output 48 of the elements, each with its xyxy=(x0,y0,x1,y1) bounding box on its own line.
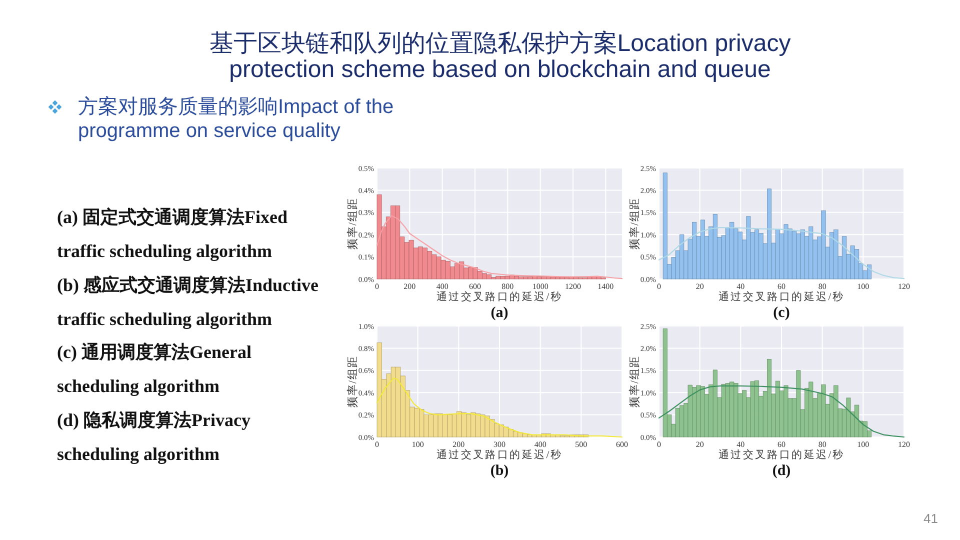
text: (a) 固定式交通调度算法Fixed traffic scheduling algorithm xyxy=(57,206,288,263)
text: (b) xyxy=(490,463,509,479)
x-tick-label: 1400 xyxy=(598,282,614,291)
x-tick-label: 40 xyxy=(736,440,745,449)
text: (a) xyxy=(490,305,508,321)
text: 41 xyxy=(922,511,938,526)
x-tick-label: 20 xyxy=(696,282,704,291)
y-axis-title: 频率/组距 xyxy=(628,355,641,408)
x-tick-label: 80 xyxy=(818,282,826,291)
text: 基于区块链和队列的位置隐私保护方案Location privacy protection scheme based on blockchain and queue xyxy=(208,30,792,83)
x-tick-label: 60 xyxy=(778,282,786,291)
x-tick-label: 600 xyxy=(616,440,628,449)
x-tick-label: 1000 xyxy=(532,282,548,291)
x-axis-title: 通过交叉路口的延迟/秒 xyxy=(436,290,563,303)
x-tick-label: 800 xyxy=(502,282,514,291)
y-axis-title: 频率/组距 xyxy=(346,355,359,408)
x-tick-label: 400 xyxy=(436,282,448,291)
x-tick-label: 500 xyxy=(575,440,588,449)
text: 方案对服务质量的影响Impact of the programme on service quality xyxy=(78,95,395,143)
x-tick-label: 200 xyxy=(404,282,416,291)
x-tick-label: 1200 xyxy=(565,282,581,291)
x-tick-label: 0 xyxy=(375,282,379,291)
text: (b) 感应式交通调度算法Inductive traffic scheduling algorithm xyxy=(57,274,320,331)
x-axis-title: 通过交叉路口的延迟/秒 xyxy=(718,448,845,461)
x-tick-label: 100 xyxy=(412,440,424,449)
x-tick-label: 600 xyxy=(469,282,481,291)
y-axis-title: 频率/组距 xyxy=(346,197,359,250)
x-tick-label: 100 xyxy=(857,440,870,449)
text: (c) xyxy=(773,305,790,321)
text: (c) 通用调度算法General scheduling algorithm xyxy=(57,341,252,398)
x-tick-label: 0 xyxy=(657,282,661,291)
x-tick-label: 400 xyxy=(534,440,546,449)
x-tick-label: 120 xyxy=(898,282,910,291)
x-tick-label: 120 xyxy=(898,440,910,449)
x-tick-label: 200 xyxy=(452,440,465,449)
x-tick-label: 100 xyxy=(857,282,870,291)
x-tick-label: 20 xyxy=(696,440,704,449)
x-tick-label: 60 xyxy=(778,440,786,449)
x-axis-title: 通过交叉路口的延迟/秒 xyxy=(436,448,563,461)
x-axis-title: 通过交叉路口的延迟/秒 xyxy=(718,290,845,303)
x-tick-label: 40 xyxy=(736,282,745,291)
text: (d) 隐私调度算法Privacy scheduling algorithm xyxy=(57,408,252,466)
x-tick-label: 0 xyxy=(657,440,661,449)
y-axis-title: 频率/组距 xyxy=(628,197,641,250)
x-tick-label: 0 xyxy=(375,440,379,449)
x-tick-label: 80 xyxy=(818,440,826,449)
text: (d) xyxy=(772,463,791,479)
x-tick-label: 300 xyxy=(494,440,506,449)
